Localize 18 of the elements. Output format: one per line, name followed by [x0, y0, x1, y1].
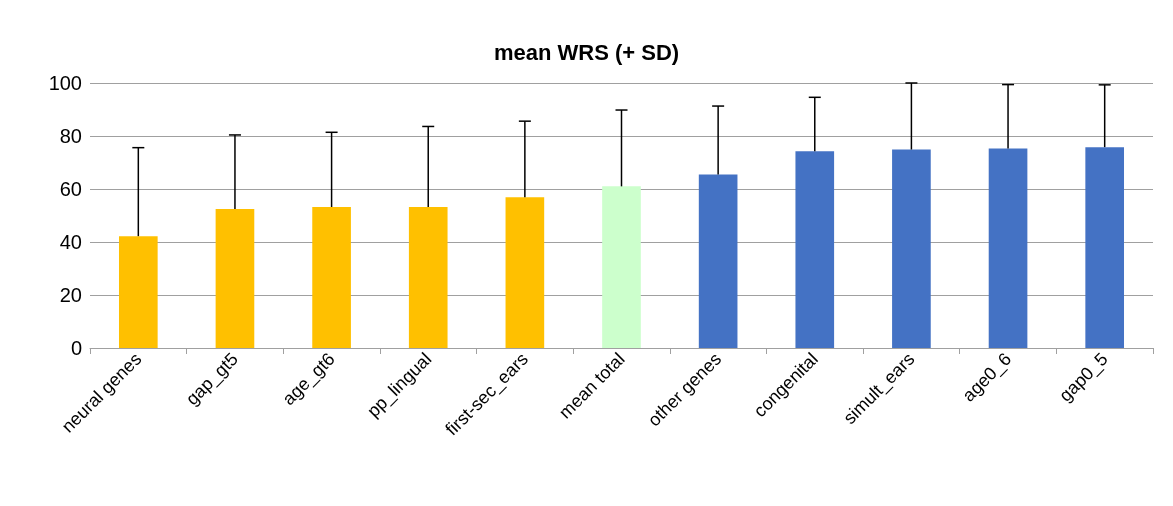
bar [118, 236, 158, 348]
bar [602, 186, 641, 348]
bar [215, 208, 255, 348]
bar [892, 149, 931, 348]
bar [408, 207, 448, 348]
y-tick-label: 80 [59, 125, 82, 147]
bar [698, 174, 738, 348]
y-tick-label: 60 [59, 178, 82, 200]
y-tick-label: 0 [70, 337, 82, 359]
chart-title: mean WRS (+ SD) [493, 39, 680, 65]
bar [1085, 147, 1125, 348]
y-tick-label: 20 [59, 284, 82, 306]
bar [312, 207, 351, 348]
y-tick-label: 100 [48, 72, 82, 94]
bar [505, 197, 545, 348]
bar [988, 148, 1028, 348]
y-tick-label: 40 [59, 231, 82, 253]
bar [795, 151, 835, 348]
